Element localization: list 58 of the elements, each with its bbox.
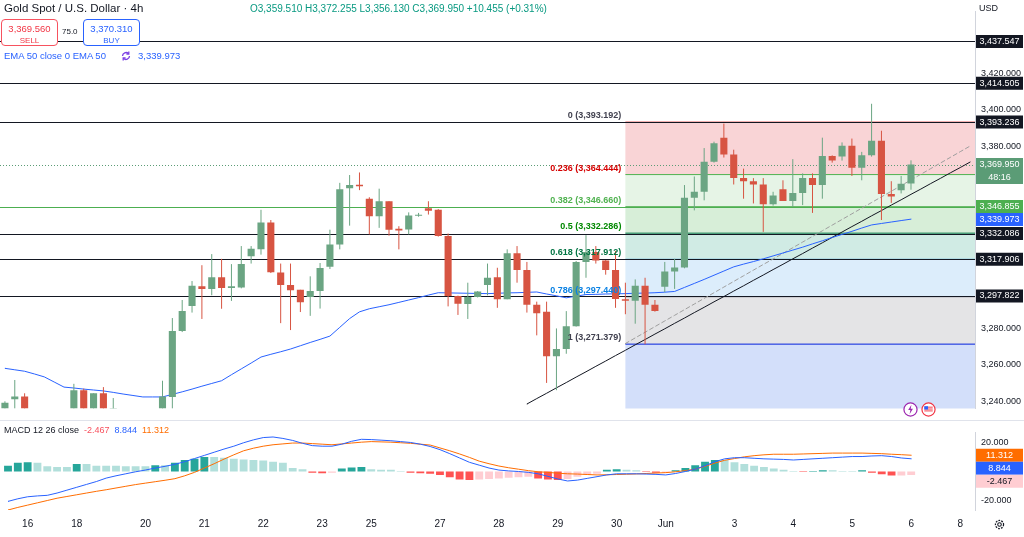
- annotation: 3,339.973: [138, 50, 181, 61]
- annotation: 3,370.310: [89, 23, 134, 34]
- x-tick-label: 30: [611, 517, 623, 529]
- band-label: 1 (3,271.379): [567, 332, 622, 343]
- y-tick-label: 3,400.000: [981, 104, 1022, 115]
- chart-title: Gold Spot / U.S. Dollar · 4h: [4, 2, 144, 15]
- y-tick-label: 3,240.000: [981, 395, 1022, 406]
- ref-line-label: 3,346.855: [979, 201, 1020, 212]
- x-tick-label: Jun: [657, 517, 674, 529]
- chart-subtitle: O3,359.510 H3,372.255 L3,356.130 C3,369.950 +10.455 (+0.31%): [250, 3, 547, 14]
- chart-title: MACD 12 26 close: [4, 425, 80, 435]
- text: 3,339.973: [979, 214, 1020, 225]
- x-tick-label: 18: [71, 517, 83, 529]
- x-tick-label: 28: [493, 517, 505, 529]
- ref-line-label: 3,437.547: [979, 35, 1020, 46]
- y-tick-label: 3,280.000: [981, 322, 1022, 333]
- y-tick-label: 3,260.000: [981, 359, 1022, 370]
- x-tick-label: 22: [257, 517, 270, 529]
- x-tick-label: 25: [365, 517, 378, 529]
- ref-line-label: 3,414.505: [979, 77, 1020, 88]
- band-label: 0.382 (3,346.660): [550, 194, 622, 205]
- text: EMA 50 close 0 EMA 50: [4, 50, 106, 61]
- ref-line-label: 3,317.906: [979, 253, 1020, 264]
- annotation: -2.467: [84, 425, 110, 435]
- x-tick-label: 21: [198, 517, 211, 529]
- x-tick-label: 8: [957, 517, 964, 529]
- text: -2.467: [986, 475, 1013, 486]
- annotation: BUY: [102, 36, 121, 45]
- text: 11.312: [986, 449, 1013, 460]
- x-tick-label: 20: [139, 517, 152, 529]
- text: USD: [978, 3, 998, 13]
- x-tick-label: 5: [849, 517, 856, 529]
- x-tick-label: 3: [731, 517, 738, 529]
- annotation: 8.844: [114, 425, 138, 435]
- ref-line-label: 3,297.822: [979, 290, 1020, 301]
- y-tick-label: 3,420.000: [981, 67, 1022, 78]
- text: 48:16: [988, 172, 1011, 183]
- annotation: SELL: [18, 36, 41, 45]
- text: 8.844: [988, 462, 1011, 473]
- y-tick-label: 20.000: [981, 437, 1009, 448]
- band-label: 0.236 (3,364.444): [550, 162, 622, 173]
- band-label: 0 (3,393.192): [567, 110, 622, 121]
- x-tick-label: 29: [552, 517, 564, 529]
- annotation: 11.312: [142, 425, 169, 435]
- y-tick-label: -20.000: [981, 494, 1012, 505]
- annotation: 75.0: [62, 27, 78, 36]
- band-label: 0.5 (3,332.286): [560, 221, 622, 232]
- annotation: 3,369.560: [7, 23, 52, 34]
- ref-line-label: 3,393.236: [979, 116, 1020, 127]
- x-tick-label: 4: [790, 517, 797, 529]
- ref-line-label: 3,332.086: [979, 228, 1020, 239]
- x-tick-label: 23: [316, 517, 329, 529]
- x-tick-label: 16: [22, 517, 34, 529]
- band-label: 0.618 (3,317.912): [550, 247, 622, 258]
- x-tick-label: 27: [434, 517, 446, 529]
- y-tick-label: 3,380.000: [981, 140, 1022, 151]
- x-tick-label: 6: [908, 517, 915, 529]
- ref-line-label: 3,369.950: [979, 159, 1020, 170]
